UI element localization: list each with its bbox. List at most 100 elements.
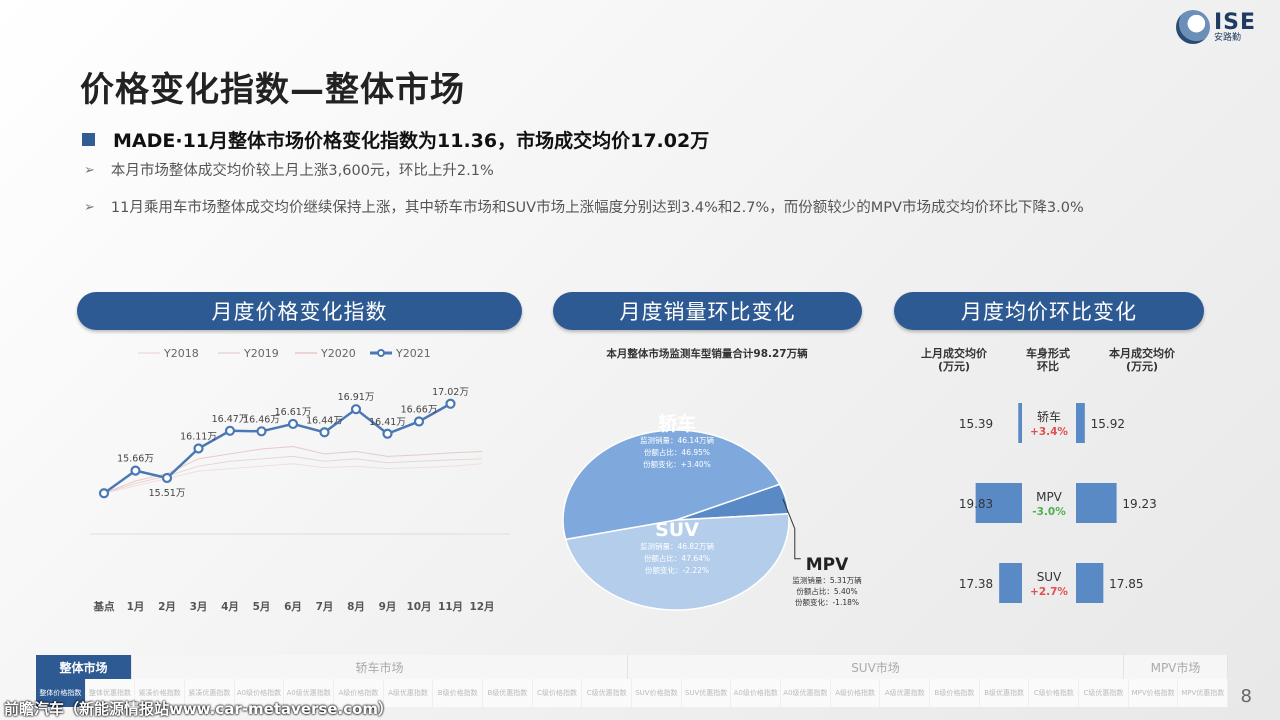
- body-type: MPV: [1036, 490, 1063, 504]
- watermark: 前瞻汽车（新能源情报站www.car-metaverse.com）: [4, 700, 394, 718]
- data-label: 15.66万: [117, 454, 154, 465]
- data-label: 16.11万: [180, 432, 217, 443]
- nav-section[interactable]: SUV市场: [628, 655, 1124, 679]
- bar-prev: [975, 483, 1022, 523]
- nav-item[interactable]: A级价格指数: [334, 679, 384, 707]
- square-bullet-icon: [82, 133, 95, 146]
- data-point: [224, 425, 236, 436]
- page-title: 价格变化指数—整体市场: [80, 70, 465, 110]
- change-value: +3.4%: [1030, 426, 1068, 438]
- x-tick-label: 8月: [347, 601, 365, 613]
- legend-label: Y2019: [243, 347, 279, 360]
- pie-chart: 本月整体市场监测车型销量合计98.27万辆轿车监测销量：46.14万辆份额占比：…: [562, 347, 862, 611]
- panel-title-price-index: 月度价格变化指数: [77, 292, 522, 330]
- legend-label: Y2021: [395, 347, 431, 360]
- headline: MADE·11月整体市场价格变化指数为11.36，市场成交均价17.02万: [82, 126, 709, 153]
- nav-item[interactable]: A0级价格指数: [234, 679, 285, 707]
- data-label: 16.61万: [275, 407, 312, 418]
- nav-item[interactable]: C级价格指数: [532, 679, 583, 707]
- nav-item[interactable]: A0级优惠指数: [284, 679, 335, 707]
- nav-section[interactable]: 整体市场: [36, 655, 132, 679]
- x-tick-label: 6月: [284, 601, 302, 613]
- bullet-1: ➢ 本月市场整体成交均价较上月上涨3,600元，环比上升2.1%: [84, 158, 494, 184]
- nav-section[interactable]: MPV市场: [1124, 655, 1228, 679]
- slice-detail: 份额变化：-1.18%: [795, 597, 859, 607]
- data-point: [319, 427, 330, 438]
- nav-item[interactable]: 整体价格指数: [36, 679, 86, 707]
- nav-item[interactable]: B级优惠指数: [979, 679, 1030, 707]
- series-line-Y2020: [103, 446, 483, 494]
- bar-cur: [1076, 483, 1117, 523]
- body-type: 轿车: [1037, 409, 1061, 424]
- nav-item[interactable]: 紧凑优惠指数: [185, 679, 235, 707]
- nav-item[interactable]: 紧凑价格指数: [135, 679, 186, 707]
- nav-item[interactable]: SUV价格指数: [632, 679, 682, 707]
- data-label: 15.51万: [149, 488, 186, 499]
- data-point: [98, 488, 110, 499]
- data-label: 16.44万: [306, 415, 343, 426]
- logo-globe-icon: [1175, 10, 1210, 44]
- cur-value: 15.92: [1091, 417, 1125, 431]
- legend-label: Y2018: [163, 347, 199, 360]
- x-tick-label: 10月: [406, 601, 431, 613]
- bullet-text: 本月市场整体成交均价较上月上涨3,600元，环比上升2.1%: [110, 163, 494, 179]
- column-header: 本月成交均价: [1109, 346, 1176, 360]
- data-point: [413, 416, 425, 427]
- nav-item[interactable]: B级价格指数: [930, 679, 980, 707]
- column-header: 上月成交均价: [921, 346, 988, 360]
- data-point: [287, 418, 299, 430]
- nav-item[interactable]: A级价格指数: [830, 679, 881, 707]
- nav-item[interactable]: MPV优惠指数: [1178, 679, 1229, 707]
- x-tick-label: 5月: [253, 601, 271, 613]
- nav-item[interactable]: A0级价格指数: [731, 679, 782, 707]
- x-tick-label: 7月: [316, 601, 334, 613]
- nav-section[interactable]: 轿车市场: [132, 655, 628, 679]
- data-label: 16.47万: [212, 414, 249, 425]
- data-label: 16.66万: [401, 404, 438, 415]
- logo-sub: 安路勤: [1213, 32, 1241, 43]
- column-header: (万元): [1126, 360, 1158, 373]
- panel-title-sales-change: 月度销量环比变化: [553, 292, 862, 330]
- data-point: [256, 426, 267, 437]
- bottom-navigation: 整体市场 轿车市场 SUV市场 MPV市场 整体价格指数 整体优惠指数 紧凑价格指数 紧凑优…: [36, 655, 1229, 707]
- data-point: [161, 472, 173, 484]
- slice-detail: 份额变化：-2.22%: [645, 565, 709, 575]
- x-tick-label: 3月: [190, 601, 208, 613]
- nav-item[interactable]: 整体优惠指数: [85, 679, 136, 707]
- column-header: 环比: [1037, 359, 1059, 373]
- x-tick-label: 2月: [158, 601, 176, 613]
- prev-value: 17.38: [959, 577, 993, 591]
- nav-item[interactable]: C级优惠指数: [1079, 679, 1129, 707]
- company-logo: ISE 安路勤: [1175, 9, 1256, 44]
- nav-item[interactable]: A0级优惠指数: [781, 679, 831, 707]
- data-label: 16.91万: [338, 392, 375, 403]
- x-tick-label: 1月: [127, 601, 145, 613]
- arrow-bullet-icon: ➢: [84, 200, 95, 215]
- nav-item[interactable]: B级价格指数: [433, 679, 484, 707]
- bar-prev: [1018, 403, 1022, 443]
- arrow-bullet-icon: ➢: [84, 163, 95, 178]
- cur-value: 17.85: [1109, 577, 1143, 591]
- nav-item[interactable]: B级优惠指数: [483, 679, 533, 707]
- nav-item[interactable]: A级优惠指数: [880, 679, 931, 707]
- logo-brand: ISE: [1213, 9, 1256, 35]
- slice-detail: 份额变化：+3.40%: [643, 459, 711, 469]
- legend-label: Y2020: [320, 347, 356, 360]
- pie-slice-SUV: [564, 512, 790, 611]
- nav-item[interactable]: C级价格指数: [1029, 679, 1080, 707]
- bar-cur: [1076, 563, 1104, 603]
- body-type: SUV: [1037, 570, 1062, 584]
- headline-text: MADE·11月整体市场价格变化指数为11.36，市场成交均价17.02万: [113, 130, 710, 152]
- x-tick-label: 4月: [221, 601, 239, 613]
- nav-item[interactable]: A级优惠指数: [383, 679, 434, 707]
- data-point: [193, 443, 204, 454]
- pie-slice-轿车: [562, 429, 781, 541]
- nav-item[interactable]: SUV优惠指数: [681, 679, 732, 707]
- nav-item[interactable]: C级优惠指数: [582, 679, 633, 707]
- nav-item[interactable]: MPV价格指数: [1128, 679, 1179, 707]
- slice-detail: 份额占比：47.64%: [644, 553, 710, 563]
- bar-cur: [1076, 403, 1085, 443]
- slice-detail: 监测销量：46.14万辆: [640, 435, 714, 445]
- page-number: 8: [1240, 686, 1252, 707]
